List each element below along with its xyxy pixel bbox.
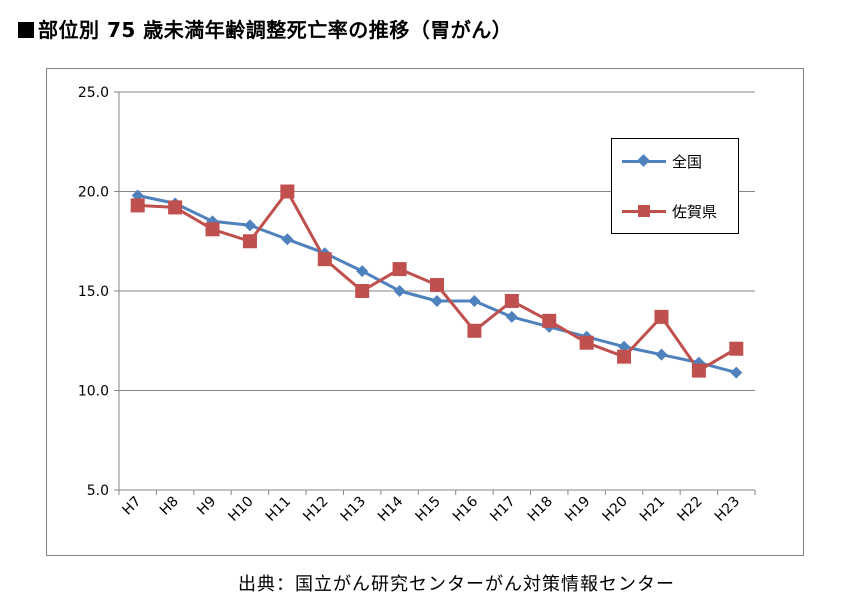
data-point-saga [317, 252, 332, 267]
x-tick-label: H9 [194, 494, 219, 519]
series-markers [130, 184, 744, 379]
page-title: 部位別 75 歳未満年齢調整死亡率の推移（胃がん） [18, 14, 512, 43]
legend-label-national: 全国 [672, 152, 703, 171]
data-point-saga [542, 313, 557, 328]
x-tick-label: H15 [412, 494, 443, 525]
data-point-saga [617, 349, 632, 364]
data-point-saga [168, 200, 183, 215]
legend-swatch-saga [622, 201, 666, 221]
data-point-saga [242, 234, 257, 249]
data-point-national [655, 348, 668, 361]
x-tick-label: H14 [375, 493, 406, 524]
chart-legend: 全国 佐賀県 [611, 138, 739, 234]
x-tick-label: H12 [300, 494, 331, 525]
x-tick-label: H13 [338, 494, 369, 525]
x-tick-label: H19 [562, 494, 593, 525]
x-tick-label: H22 [674, 494, 705, 525]
legend-label-saga: 佐賀県 [672, 202, 718, 221]
data-point-saga [392, 262, 407, 277]
diamond-marker-icon [637, 154, 650, 167]
data-point-saga [205, 222, 220, 237]
data-point-national [505, 310, 518, 323]
data-point-national [393, 285, 406, 297]
x-tick-label: H10 [225, 494, 256, 525]
x-tick-label: H7 [119, 494, 144, 519]
data-point-national [431, 294, 443, 307]
legend-item-national: 全国 [622, 151, 702, 171]
data-point-saga [654, 309, 669, 324]
data-point-national [730, 366, 743, 379]
x-tick-label: H16 [450, 493, 481, 524]
legend-item-saga: 佐賀県 [622, 201, 717, 221]
data-point-saga [729, 341, 744, 356]
x-tick-labels: H7 H8 H9 H10 H11 H12 H13 H14 H15 H16 H17 H18 H19 H20 H… [119, 493, 743, 524]
data-point-saga [579, 335, 594, 350]
y-tick-label: 10.0 [78, 384, 109, 400]
data-point-national [243, 219, 256, 232]
data-point-saga [280, 184, 295, 199]
x-tick-label: H17 [487, 494, 518, 525]
data-point-saga [691, 363, 706, 378]
x-tick-label: H23 [712, 494, 743, 525]
data-point-saga [355, 284, 370, 298]
data-point-national [468, 294, 481, 307]
y-tick-label: 25.0 [78, 85, 109, 101]
legend-swatch-national [622, 151, 666, 171]
axes [114, 91, 756, 495]
data-point-national [356, 265, 369, 278]
y-tick-label: 15.0 [78, 284, 109, 300]
x-tick-label: H21 [637, 494, 668, 525]
y-tick-label: 20.0 [78, 185, 109, 201]
page-title-text: 部位別 75 歳未満年齢調整死亡率の推移（胃がん） [38, 18, 513, 42]
x-tick-label: H11 [263, 494, 294, 525]
data-point-national [281, 233, 294, 246]
data-point-saga [504, 293, 519, 308]
x-tick-label: H18 [525, 494, 556, 525]
source-citation: 出典：国立がん研究センターがん対策情報センター [238, 574, 675, 595]
data-point-saga [130, 198, 145, 213]
title-square-marker [18, 22, 34, 38]
gridlines [119, 91, 755, 391]
x-tick-label: H20 [600, 494, 631, 525]
y-tick-labels: 5.0 10.0 15.0 20.0 25.0 [78, 85, 109, 499]
square-marker-icon [638, 205, 650, 217]
data-point-saga [467, 323, 482, 338]
y-tick-label: 5.0 [87, 483, 109, 499]
data-point-saga [430, 278, 444, 293]
x-tick-label: H8 [157, 494, 182, 519]
